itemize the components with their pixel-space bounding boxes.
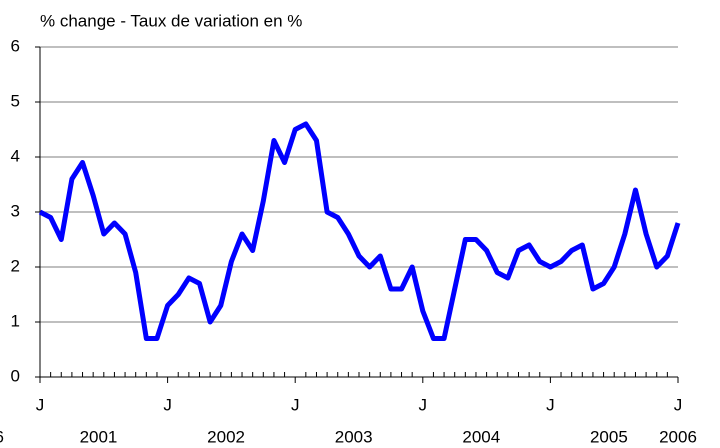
- y-tick-label: 3: [11, 201, 20, 220]
- year-label: 2001: [80, 427, 118, 446]
- year-label: 2003: [335, 427, 373, 446]
- year-label: 2004: [462, 427, 500, 446]
- y-tick-label: 4: [11, 146, 20, 165]
- year-label: 2006: [659, 427, 697, 446]
- y-tick-label: 1: [11, 311, 20, 330]
- chart-title: % change - Taux de variation en %: [40, 11, 302, 30]
- y-tick-label: 0: [11, 366, 20, 385]
- y-tick-label: 2: [11, 256, 20, 275]
- y-tick-label: 6: [11, 36, 20, 55]
- y-tick-label: 5: [11, 91, 20, 110]
- line-series: [38, 121, 681, 341]
- x-tick-label: J: [674, 395, 683, 414]
- year-label: 2005: [590, 427, 628, 446]
- year-label: 2002: [207, 427, 245, 446]
- x-tick-label: J: [163, 395, 172, 414]
- x-tick-label: J: [546, 395, 555, 414]
- year-label: 6: [0, 427, 4, 446]
- x-tick-label: J: [291, 395, 300, 414]
- x-tick-label: J: [36, 395, 45, 414]
- x-tick-label: J: [419, 395, 428, 414]
